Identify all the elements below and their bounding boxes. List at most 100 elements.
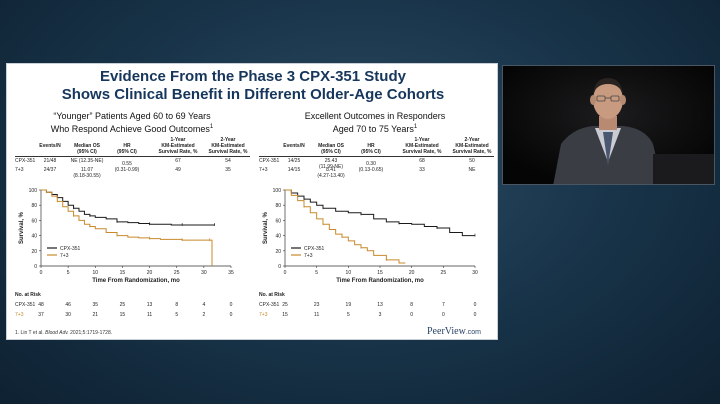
x-tick-label: 15	[120, 270, 126, 276]
table-2yr: 50	[469, 158, 475, 164]
right-panel-title-sup: 1	[413, 124, 418, 130]
speaker-image	[503, 66, 714, 184]
slide-title: Evidence From the Phase 3 CPX-351 Study …	[7, 68, 499, 104]
legend-label: CPX-351	[60, 246, 81, 252]
x-axis-label: Time From Randomization, mo	[336, 278, 424, 284]
risk-value: 15	[282, 312, 288, 318]
legend-label: 7+3	[304, 253, 313, 259]
risk-value: 5	[175, 312, 179, 318]
left-panel-title: “Younger” Patients Aged 60 to 69 Years W…	[17, 111, 247, 135]
y-axis-label: Survival, %	[19, 211, 25, 244]
risk-value: 48	[38, 302, 44, 308]
table-2yr: 35	[225, 167, 231, 173]
table-arm: 7+3	[15, 167, 24, 173]
peerview-logo: PeerView.com	[427, 326, 481, 337]
legend-label: CPX-351	[304, 246, 325, 252]
x-tick-label: 25	[174, 270, 180, 276]
table-header: 2-Year KM-Estimated Survival Rate, %	[208, 137, 248, 155]
table-header: HR (95% CI)	[361, 143, 381, 155]
table-1yr: 33	[419, 167, 425, 173]
table-1yr: 67	[175, 158, 181, 164]
right-panel-title: Excellent Outcomes in Responders Aged 70…	[259, 111, 491, 135]
table-rule	[259, 156, 494, 157]
table-header: 1-Year KM-Estimated Survival Rate, %	[158, 137, 198, 155]
table-2yr: 54	[225, 158, 231, 164]
risk-value: 0	[229, 312, 233, 318]
risk-header: No. at Risk	[259, 292, 285, 298]
table-median: NE (12.35-NE)	[70, 158, 104, 164]
y-tick-label: 80	[31, 203, 37, 209]
left-risk-table: No. at Risk CPX-351 48 46 35 25 13 8 4 0 7+3 37 30 21…	[15, 292, 250, 326]
table-hr: 0.30 (0.13-0.65)	[358, 161, 384, 173]
risk-value: 8	[175, 302, 179, 308]
risk-value: 3	[378, 312, 382, 318]
y-tick-label: 60	[275, 218, 281, 224]
risk-value: 23	[313, 302, 320, 308]
risk-value: 25	[282, 302, 288, 308]
risk-value: 21	[92, 312, 99, 318]
right-panel-title-line2: Aged 70 to 75 Years1	[259, 122, 491, 135]
risk-value: 8	[410, 302, 414, 308]
left-panel-title-line2: Who Respond Achieve Good Outcomes1	[17, 122, 247, 135]
risk-value: 7	[441, 302, 445, 308]
risk-arm-label: CPX-351	[259, 302, 280, 308]
table-median: 11.07 (8.18-30.55)	[73, 167, 101, 179]
x-tick-label: 0	[284, 270, 287, 276]
table-events: 21/48	[43, 158, 57, 164]
y-tick-label: 80	[275, 203, 281, 209]
right-panel-title-line1: Excellent Outcomes in Responders	[304, 111, 446, 121]
y-tick-label: 40	[275, 234, 281, 240]
left-km-chart: 0 20 40 60 80 100 0 5 10 15 20 25 30 35 Survival, % Tim…	[19, 188, 234, 284]
table-header: Median OS (95% CI)	[318, 143, 344, 155]
risk-value: 5	[346, 312, 350, 318]
risk-value: 15	[119, 312, 126, 318]
right-panel-title-line2-text: Aged 70 to 75 Years	[332, 124, 414, 134]
speaker-video	[502, 65, 715, 185]
table-header: 2-Year KM-Estimated Survival Rate, %	[452, 137, 492, 155]
risk-value: 11	[146, 312, 153, 318]
x-axis-label: Time From Randomization, mo	[92, 278, 180, 284]
risk-header: No. at Risk	[15, 292, 41, 298]
table-header: 1-Year KM-Estimated Survival Rate, %	[402, 137, 442, 155]
table-arm: 7+3	[259, 167, 268, 173]
table-events: 14/25	[287, 158, 301, 164]
table-hr: 0.55 (0.31-0.99)	[114, 161, 140, 173]
risk-value: 46	[65, 302, 71, 308]
presentation-slide: Evidence From the Phase 3 CPX-351 Study …	[6, 63, 498, 340]
x-tick-label: 10	[346, 270, 352, 276]
x-tick-label: 5	[67, 270, 70, 276]
table-events: 24/37	[43, 167, 57, 173]
km-curve-7plus3	[285, 189, 406, 264]
left-panel-title-line2-text: Who Respond Achieve Good Outcomes	[50, 124, 210, 134]
slide-title-line2: Shows Clinical Benefit in Different Olde…	[61, 86, 445, 103]
y-tick-label: 40	[31, 234, 37, 240]
risk-value: 0	[441, 312, 445, 318]
risk-value: 13	[377, 302, 383, 308]
table-header: Median OS (95% CI)	[74, 143, 100, 155]
x-tick-label: 35	[228, 270, 234, 276]
x-tick-label: 30	[472, 270, 478, 276]
y-tick-label: 20	[31, 249, 37, 255]
y-tick-label: 100	[29, 188, 38, 194]
table-arm: CPX-351	[15, 158, 36, 164]
table-events: 14/15	[287, 167, 301, 173]
risk-value: 0	[473, 302, 477, 308]
right-km-chart: 0 20 40 60 80 100 0 5 10 15 20 25 30 Survival, % Time …	[263, 188, 478, 284]
km-curve-7plus3	[41, 189, 213, 266]
risk-value: 25	[119, 302, 126, 308]
logo-text: PeerView	[427, 326, 466, 337]
risk-value: 0	[229, 302, 233, 308]
km-curve-cpx351	[41, 189, 215, 226]
y-tick-label: 20	[275, 249, 281, 255]
table-1yr: 68	[419, 158, 425, 164]
x-tick-label: 15	[377, 270, 383, 276]
table-arm: CPX-351	[259, 158, 280, 164]
y-tick-label: 0	[34, 264, 37, 270]
left-stats-table: Events/N Median OS (95% CI) HR (95% CI) 1-Y…	[15, 137, 250, 179]
x-tick-label: 25	[441, 270, 447, 276]
logo-domain: .com	[465, 329, 481, 336]
footnote: 1. Lin T et al. Blood Adv. 2021;5:1719-1…	[15, 330, 112, 336]
risk-value: 19	[345, 302, 352, 308]
slide-title-line1: Evidence From the Phase 3 CPX-351 Study	[100, 68, 406, 85]
left-panel-title-line1: “Younger” Patients Aged 60 to 69 Years	[53, 111, 211, 121]
